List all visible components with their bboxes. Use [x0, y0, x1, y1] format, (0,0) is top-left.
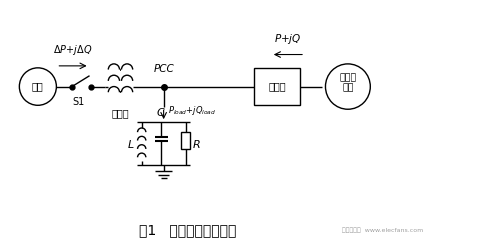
Text: S1: S1: [72, 98, 84, 107]
Text: $L$: $L$: [127, 138, 135, 150]
Text: $C$: $C$: [156, 106, 166, 118]
Text: $R$: $R$: [192, 138, 201, 150]
Text: 电网: 电网: [32, 82, 44, 91]
Bar: [254, 68, 300, 105]
Text: 变压器: 变压器: [112, 108, 129, 118]
Text: $\Delta P$+$j\Delta Q$: $\Delta P$+$j\Delta Q$: [53, 43, 93, 57]
Text: PCC: PCC: [153, 64, 174, 74]
Text: 电子发烧友  www.elecfans.com: 电子发烧友 www.elecfans.com: [342, 228, 423, 233]
Text: 逆变器: 逆变器: [268, 82, 286, 91]
Text: $P_{load}$+$jQ_{load}$: $P_{load}$+$jQ_{load}$: [168, 104, 216, 117]
Text: 图1   孤岛检测系统模型: 图1 孤岛检测系统模型: [140, 224, 237, 237]
Text: $P$+$jQ$: $P$+$jQ$: [274, 32, 302, 46]
Text: 分布式
电源: 分布式 电源: [339, 73, 356, 92]
Bar: [181, 132, 190, 149]
